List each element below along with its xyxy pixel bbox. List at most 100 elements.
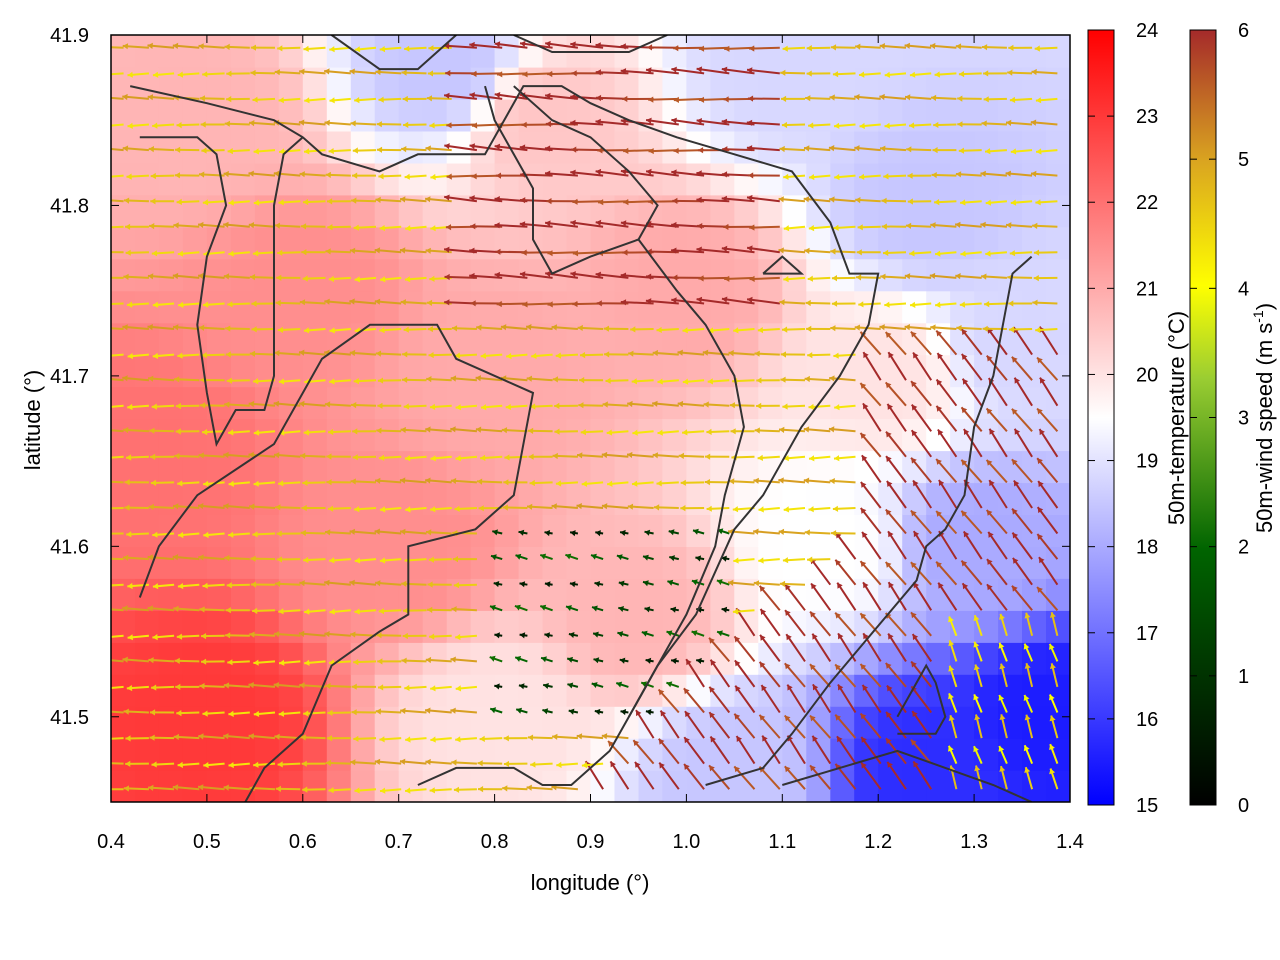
wind-arrow (122, 375, 149, 382)
heatmap-cell (254, 642, 280, 675)
heatmap-cell (326, 322, 352, 356)
wind-arrow-head (989, 480, 995, 487)
wind-arrow-shaft (469, 93, 503, 100)
wind-arrow-head (354, 506, 360, 513)
wind-arrow (746, 296, 780, 305)
heatmap-cell (1046, 770, 1070, 802)
wind-arrow-shaft (860, 762, 882, 790)
wind-arrow-head (177, 480, 183, 487)
wind-arrow-head (351, 402, 357, 409)
wind-arrow-head (504, 454, 510, 461)
wind-arrow-head (785, 610, 791, 616)
wind-arrow-head (887, 685, 893, 692)
wind-arrow (998, 642, 1008, 662)
wind-arrow-head (376, 146, 383, 153)
wind-arrow (350, 120, 377, 127)
wind-arrow (127, 122, 149, 129)
heatmap-cell (590, 706, 616, 739)
wind-arrow (960, 250, 982, 257)
wind-arrow (198, 733, 225, 740)
wind-arrow-head (353, 224, 359, 231)
wind-arrow (274, 733, 301, 740)
wind-arrow-head (325, 529, 331, 536)
wind-arrow-head (273, 682, 280, 689)
wind-arrow-head (326, 735, 333, 742)
wind-arrow-head (1008, 326, 1015, 333)
wind-arrow (628, 350, 654, 357)
wind-arrow (1005, 222, 1033, 229)
wind-arrow-head (304, 148, 310, 155)
heatmap-cell (111, 546, 136, 579)
wind-arrow (836, 582, 857, 611)
wind-arrow (759, 634, 781, 662)
wind-arrow-head (545, 220, 551, 227)
heatmap-cell (806, 162, 831, 196)
wind-arrow-head (529, 479, 535, 487)
wind-arrow-head (223, 170, 229, 178)
heatmap-cell (111, 35, 136, 68)
wind-arrow (656, 480, 679, 487)
wind-arrow (226, 582, 250, 589)
wind-arrow-head (677, 400, 684, 408)
heatmap-cell (1046, 194, 1070, 228)
wind-arrow (122, 145, 149, 152)
wind-arrow (904, 324, 932, 331)
wind-arrow-head (202, 301, 209, 308)
heatmap-cell (302, 738, 328, 771)
wind-arrow (401, 69, 427, 76)
wind-arrow (829, 478, 856, 485)
wind-arrow-head (935, 250, 941, 257)
heatmap-cell (446, 226, 472, 260)
wind-arrow-head (122, 43, 129, 50)
heatmap-cell (662, 290, 687, 324)
heatmap-cell (950, 258, 975, 292)
heatmap-cell (374, 322, 400, 356)
heatmap-cell (686, 706, 711, 739)
wind-arrow-head (834, 122, 840, 129)
heatmap-cell (878, 35, 903, 68)
heatmap-cell (374, 226, 400, 260)
wind-arrow (754, 427, 780, 434)
wind-arrow (948, 639, 958, 662)
wind-arrow (302, 786, 326, 793)
wind-arrow (931, 172, 957, 179)
wind-arrow-head (277, 326, 284, 333)
wind-arrow-head (453, 786, 460, 793)
heatmap-cell (902, 35, 927, 68)
wind-arrow-head (427, 326, 433, 333)
heatmap-cell (278, 642, 304, 675)
wind-arrow (349, 528, 377, 535)
wind-arrow (175, 402, 200, 410)
wind-arrow (350, 631, 377, 638)
wind-arrow (786, 684, 806, 714)
heatmap-cell (230, 578, 256, 611)
y-axis: 41.541.641.741.841.9 (50, 25, 1070, 729)
heatmap-cell (950, 738, 975, 771)
wind-arrow (199, 402, 225, 409)
heatmap-cell (542, 354, 568, 388)
wind-arrow-head (544, 530, 551, 537)
wind-arrow-head (400, 426, 406, 433)
wind-arrow-head (933, 121, 939, 128)
wind-arrow-head (567, 682, 574, 689)
wind-arrow-head (760, 634, 766, 641)
heatmap-cell (350, 546, 376, 579)
wind-arrow-head (275, 580, 281, 587)
wind-arrow-shaft (760, 684, 781, 714)
wind-arrow (252, 250, 276, 257)
wind-arrow (645, 709, 654, 716)
heatmap-cell (278, 98, 304, 132)
wind-arrow-head (177, 583, 184, 590)
heatmap-cell (686, 514, 711, 547)
heatmap-cell (230, 130, 256, 164)
wind-arrow-head (225, 607, 231, 614)
wind-arrow-shaft (887, 581, 907, 611)
wind-arrow (519, 271, 553, 279)
heatmap-cell (950, 67, 975, 100)
wind-arrow-head (620, 709, 627, 716)
wind-arrow-head (985, 250, 991, 257)
wind-arrow-head (645, 298, 652, 305)
wind-arrow (354, 276, 377, 283)
wind-arrow-head (787, 684, 793, 691)
wind-arrow-head (854, 94, 860, 101)
